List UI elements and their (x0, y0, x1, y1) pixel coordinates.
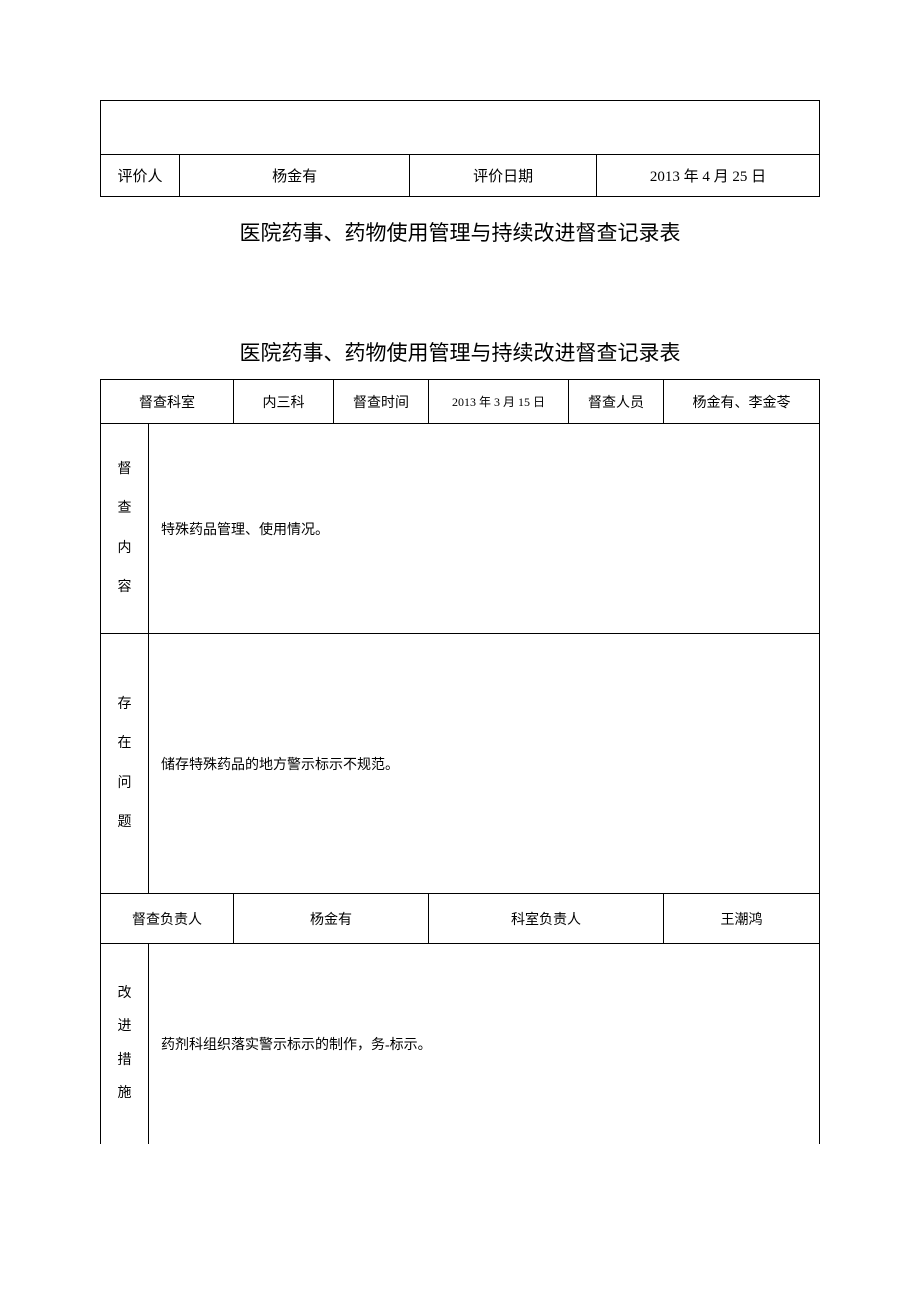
eval-date-label: 评价日期 (410, 155, 597, 197)
label-char-1: 存 (118, 697, 132, 712)
evaluator-row: 评价人 杨金有 评价日期 2013 年 4 月 25 日 (101, 155, 820, 197)
label-char-3: 问 (118, 776, 132, 791)
label-char-3: 内 (118, 541, 132, 556)
label-char-1: 督 (118, 462, 132, 477)
label-char-1: 改 (118, 986, 132, 1001)
evaluator-label: 评价人 (101, 155, 180, 197)
dept-lead-label: 科室负责人 (429, 894, 664, 944)
title-line-1: 医院药事、药物使用管理与持续改进督查记录表 (100, 217, 820, 247)
problem-row: 存 在 问 题 储存特殊药品的地方警示标示不规范。 (101, 634, 820, 894)
improve-label: 改 进 措 施 (101, 944, 149, 1144)
staff-label: 督查人员 (569, 380, 664, 424)
label-char-2: 进 (118, 1019, 132, 1034)
responsible-row: 督查负责人 杨金有 科室负责人 王潮鸿 (101, 894, 820, 944)
inspect-content-value: 特殊药品管理、使用情况。 (149, 424, 820, 634)
inspect-lead-value: 杨金有 (234, 894, 429, 944)
staff-value: 杨金有、李金苓 (664, 380, 820, 424)
label-char-4: 施 (118, 1086, 132, 1101)
improve-row: 改 进 措 施 药剂科组织落实警示标示的制作，务-标示。 (101, 944, 820, 1144)
label-char-2: 查 (118, 501, 132, 516)
title-line-2: 医院药事、药物使用管理与持续改进督查记录表 (100, 337, 820, 367)
eval-date-value: 2013 年 4 月 25 日 (597, 155, 820, 197)
time-label: 督查时间 (334, 380, 429, 424)
label-char-4: 题 (118, 815, 132, 830)
label-char-3: 措 (118, 1053, 132, 1068)
problem-label: 存 在 问 题 (101, 634, 149, 894)
label-char-2: 在 (118, 736, 132, 751)
document-page: 评价人 杨金有 评价日期 2013 年 4 月 25 日 医院药事、药物使用管理… (0, 0, 920, 1144)
dept-label: 督查科室 (101, 380, 234, 424)
dept-value: 内三科 (234, 380, 334, 424)
inspect-content-label: 督 查 内 容 (101, 424, 149, 634)
dept-lead-value: 王潮鸿 (664, 894, 820, 944)
header-row: 督查科室 内三科 督查时间 2013 年 3 月 15 日 督查人员 杨金有、李… (101, 380, 820, 424)
evaluator-table: 评价人 杨金有 评价日期 2013 年 4 月 25 日 (100, 100, 820, 197)
improve-value: 药剂科组织落实警示标示的制作，务-标示。 (149, 944, 820, 1144)
evaluator-name: 杨金有 (180, 155, 410, 197)
inspect-content-row: 督 查 内 容 特殊药品管理、使用情况。 (101, 424, 820, 634)
inspection-table: 督查科室 内三科 督查时间 2013 年 3 月 15 日 督查人员 杨金有、李… (100, 379, 820, 1144)
empty-row (101, 101, 820, 155)
problem-value: 储存特殊药品的地方警示标示不规范。 (149, 634, 820, 894)
empty-cell (101, 101, 820, 155)
inspect-lead-label: 督查负责人 (101, 894, 234, 944)
time-value: 2013 年 3 月 15 日 (429, 380, 569, 424)
label-char-4: 容 (118, 580, 132, 595)
